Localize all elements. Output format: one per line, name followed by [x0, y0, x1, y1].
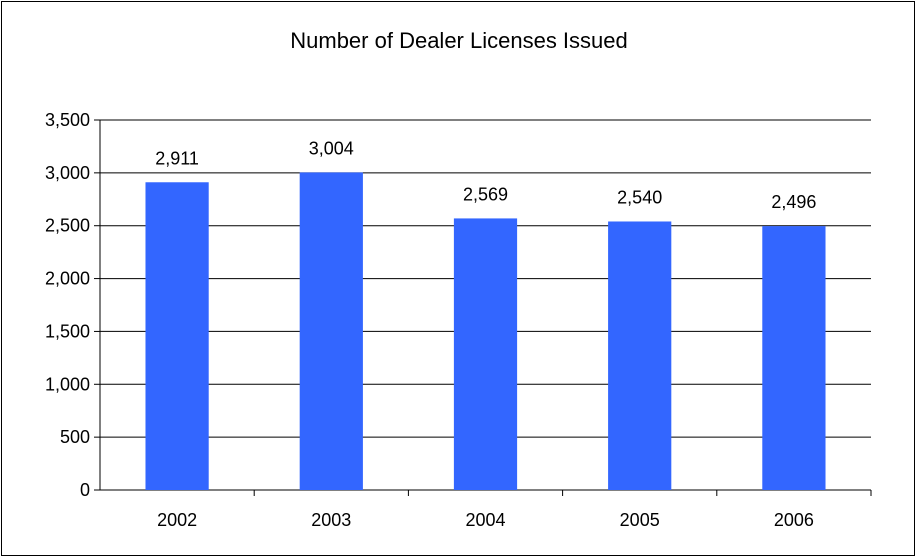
x-tick-label-2006: 2006	[774, 510, 814, 530]
bars	[145, 172, 826, 491]
y-tick-label: 0	[80, 480, 90, 500]
x-tick-labels: 2002 2003 2004 2005 2006	[157, 510, 814, 530]
y-tick-label: 500	[60, 427, 90, 447]
value-label-2005: 2,540	[617, 187, 662, 207]
y-tick-label: 3,500	[45, 110, 90, 130]
bar-2004	[453, 218, 518, 491]
chart-title: Number of Dealer Licenses Issued	[290, 28, 628, 53]
bar-2002	[145, 182, 209, 490]
x-tick-label-2003: 2003	[311, 510, 351, 530]
bar-2006	[762, 226, 826, 490]
x-tick-label-2002: 2002	[157, 510, 197, 530]
y-tick-label: 3,000	[45, 163, 90, 183]
value-label-2003: 3,004	[309, 138, 354, 158]
value-label-2006: 2,496	[771, 192, 816, 212]
y-tick-label: 1,500	[45, 321, 90, 341]
y-tick-label: 2,000	[45, 269, 90, 289]
value-label-2002: 2,911	[155, 148, 199, 168]
bar-2003	[299, 172, 363, 491]
x-tick-label-2005: 2005	[620, 510, 660, 530]
x-tick-label-2004: 2004	[465, 510, 505, 530]
value-labels: 2,911 3,004 2,569 2,540 2,496	[155, 138, 816, 212]
bar-2005	[608, 221, 672, 490]
value-label-2004: 2,569	[463, 184, 508, 204]
y-tick-label: 1,000	[45, 374, 90, 394]
y-tick-label: 2,500	[45, 216, 90, 236]
y-tick-labels: 0 500 1,000 1,500 2,000 2,500 3,000 3,500	[45, 110, 90, 500]
